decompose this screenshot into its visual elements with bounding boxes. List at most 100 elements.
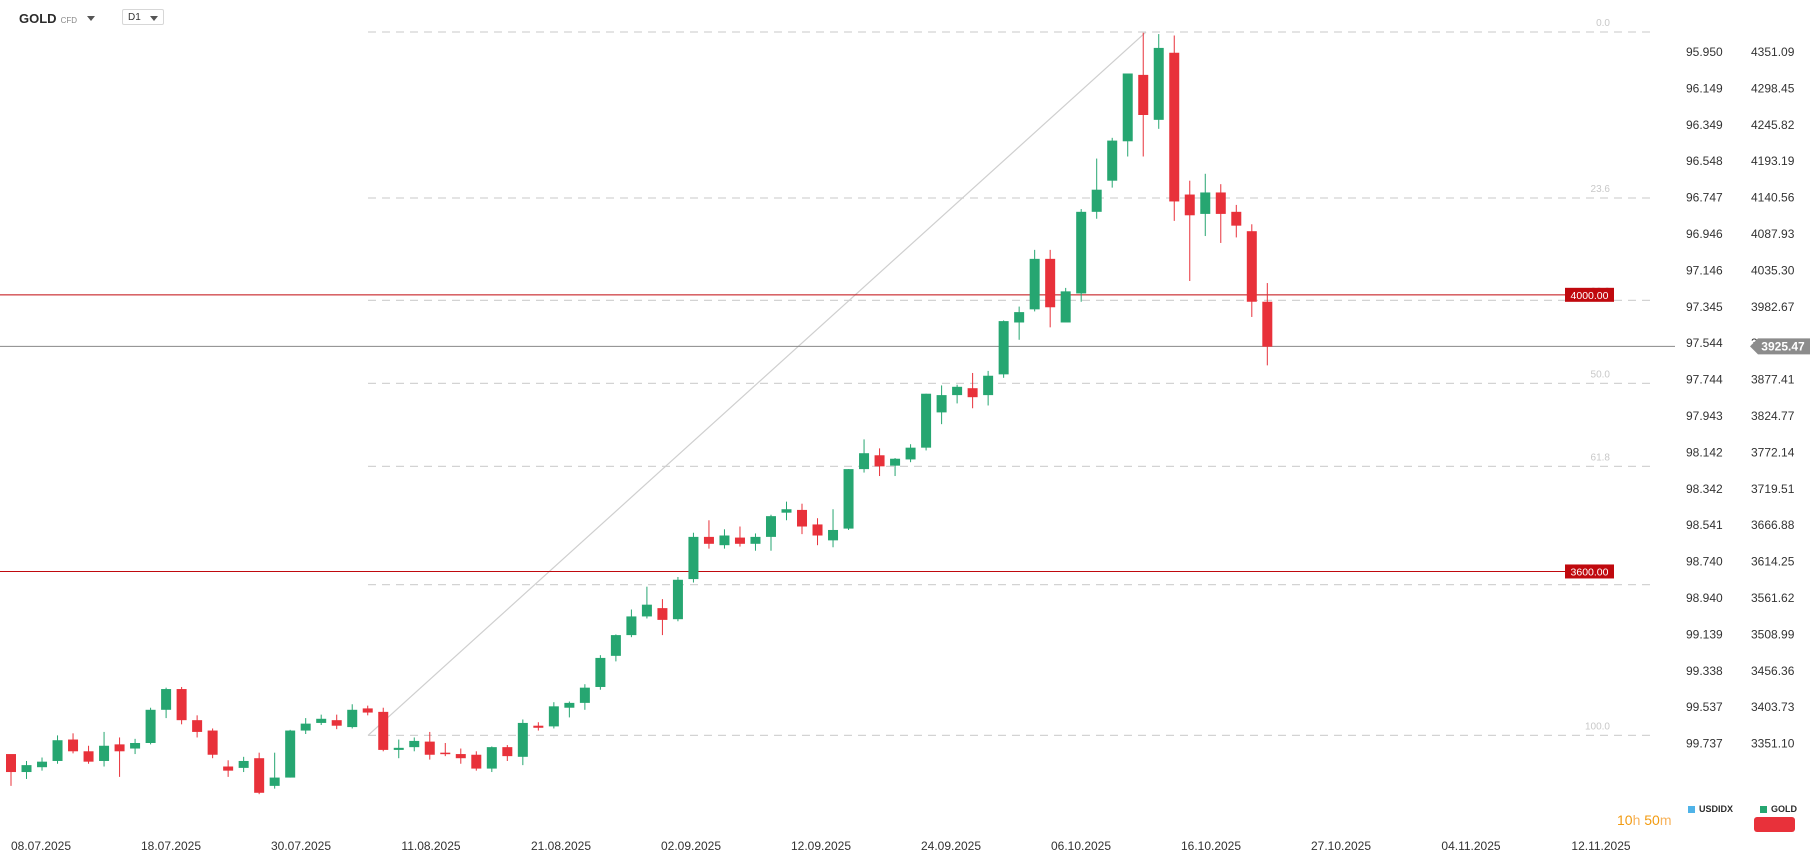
candle-body bbox=[765, 516, 776, 537]
y-axis-tick-price: 3666.88 bbox=[1751, 518, 1795, 532]
fib-level-label: 23.6 bbox=[1591, 184, 1611, 195]
y-axis-tick-index: 97.544 bbox=[1686, 336, 1723, 350]
y-axis-tick-index: 95.950 bbox=[1686, 45, 1723, 59]
y-axis-tick-index: 97.345 bbox=[1686, 300, 1723, 314]
y-axis-tick-index: 99.737 bbox=[1686, 737, 1723, 751]
x-axis-tick-label: 30.07.2025 bbox=[271, 839, 331, 853]
x-axis-tick-label: 11.08.2025 bbox=[401, 839, 460, 853]
candle bbox=[269, 752, 280, 789]
candle-body bbox=[1138, 74, 1149, 115]
x-axis-tick-label: 06.10.2025 bbox=[1051, 839, 1111, 853]
x-axis-tick-label: 12.11.2025 bbox=[1571, 839, 1630, 853]
candle bbox=[610, 634, 621, 662]
candle bbox=[998, 320, 1009, 378]
candle-body bbox=[812, 524, 823, 536]
y-axis-tick-index: 98.541 bbox=[1686, 518, 1723, 532]
candle bbox=[765, 514, 776, 551]
candle-body bbox=[114, 744, 125, 752]
candle-body bbox=[238, 760, 249, 768]
candle-body bbox=[269, 777, 280, 786]
symbol-selector[interactable]: GOLD CFD bbox=[19, 11, 96, 26]
y-axis-tick-price: 4351.09 bbox=[1751, 45, 1795, 59]
timeframe-select[interactable]: D1 bbox=[122, 9, 164, 25]
candle bbox=[967, 372, 978, 409]
usdidx-swatch bbox=[1688, 805, 1695, 813]
y-axis-tick-index: 96.548 bbox=[1686, 154, 1723, 168]
candle bbox=[734, 526, 745, 547]
candle-body bbox=[657, 608, 668, 620]
candle bbox=[285, 729, 296, 778]
candle bbox=[424, 731, 435, 760]
candle bbox=[1107, 137, 1118, 188]
candle-body bbox=[161, 689, 172, 710]
candle bbox=[797, 503, 808, 535]
countdown-hours-unit: h bbox=[1632, 812, 1641, 828]
y-axis-tick-price: 4087.93 bbox=[1751, 227, 1795, 241]
symbol-type: CFD bbox=[60, 16, 78, 25]
gold-series-toggle-button[interactable] bbox=[1754, 817, 1795, 832]
candle-body bbox=[1107, 140, 1118, 181]
candle bbox=[362, 705, 373, 716]
candle bbox=[1231, 204, 1242, 238]
y-axis-tick-price: 4035.30 bbox=[1751, 263, 1795, 277]
candle bbox=[750, 533, 761, 551]
price-line-tag-label: 4000.00 bbox=[1571, 290, 1609, 302]
legend-gold[interactable]: GOLD bbox=[1760, 804, 1797, 814]
candle-body bbox=[52, 740, 63, 761]
y-axis-tick-price: 4193.19 bbox=[1751, 154, 1795, 168]
candle bbox=[52, 735, 63, 764]
y-axis-tick-index: 98.740 bbox=[1686, 555, 1723, 569]
candle bbox=[1014, 306, 1025, 340]
fib-level-label: 61.8 bbox=[1591, 452, 1611, 463]
candle bbox=[874, 448, 885, 477]
candle-body bbox=[440, 752, 451, 755]
candle-body bbox=[192, 720, 203, 732]
candle-body bbox=[1246, 231, 1257, 302]
candle-body bbox=[176, 689, 187, 721]
candle bbox=[161, 687, 172, 719]
candle-body bbox=[564, 702, 575, 708]
y-axis-tick-price: 3719.51 bbox=[1751, 482, 1795, 496]
candle-body bbox=[1262, 301, 1273, 347]
candle-body bbox=[254, 758, 265, 793]
candle bbox=[983, 370, 994, 406]
candle-body bbox=[1200, 192, 1211, 214]
candle-body bbox=[68, 739, 79, 752]
current-price-badge: 3925.47 bbox=[1750, 338, 1810, 355]
legend-usdidx[interactable]: USDIDX bbox=[1688, 804, 1733, 814]
candle bbox=[6, 754, 16, 786]
candle-body bbox=[83, 751, 94, 762]
x-axis-tick-label: 04.11.2025 bbox=[1441, 839, 1500, 853]
y-axis-tick-index: 99.139 bbox=[1686, 627, 1723, 641]
x-axis-tick-label: 21.08.2025 bbox=[531, 839, 591, 853]
legend-usdidx-label: USDIDX bbox=[1699, 804, 1734, 814]
fib-trend-line bbox=[367, 31, 1147, 736]
candle bbox=[533, 722, 544, 731]
y-axis-tick-index: 97.146 bbox=[1686, 263, 1723, 277]
chevron-down-icon bbox=[150, 16, 158, 21]
candle-body bbox=[502, 747, 513, 757]
candle bbox=[1076, 209, 1087, 302]
candle-body bbox=[703, 536, 714, 544]
countdown-minutes-unit: m bbox=[1659, 812, 1672, 828]
candle-body bbox=[1076, 211, 1087, 294]
candle bbox=[192, 715, 203, 738]
candle-body bbox=[641, 604, 652, 617]
candle-body bbox=[828, 529, 839, 541]
y-axis-tick-price: 3456.36 bbox=[1751, 664, 1795, 678]
y-axis-tick-index: 96.349 bbox=[1686, 118, 1723, 132]
candle-body bbox=[1169, 52, 1180, 202]
chevron-down-icon bbox=[87, 16, 96, 21]
candle-body bbox=[347, 709, 358, 728]
candle-body bbox=[486, 747, 497, 769]
candle-body bbox=[967, 388, 978, 398]
candle-body bbox=[734, 537, 745, 544]
candle-body bbox=[595, 657, 606, 687]
candle-body bbox=[285, 730, 296, 778]
current-price-badge-shape bbox=[1750, 338, 1810, 355]
candle bbox=[812, 518, 823, 546]
candle-body bbox=[548, 706, 559, 727]
candle bbox=[347, 704, 358, 729]
y-axis-tick-index: 99.338 bbox=[1686, 664, 1723, 678]
